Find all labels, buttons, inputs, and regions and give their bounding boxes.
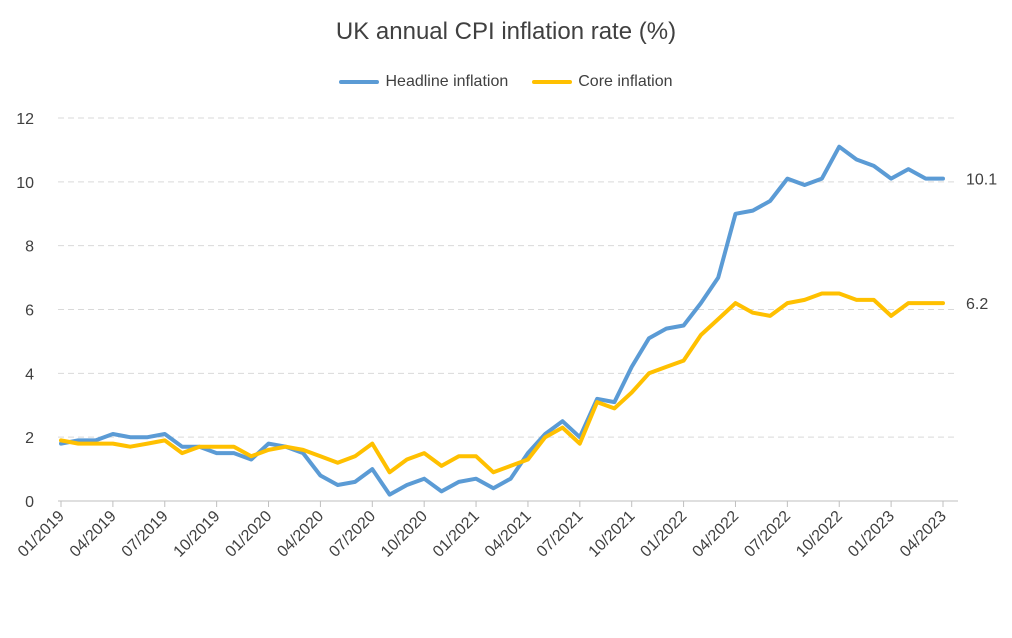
y-tick-label: 10 (16, 175, 34, 192)
x-tick-label: 04/2022 (689, 508, 742, 561)
x-tick-label: 10/2021 (586, 508, 639, 561)
y-axis-ticks: 0 2 4 6 8 10 12 (16, 111, 34, 511)
x-tick-label: 07/2019 (119, 508, 172, 561)
end-label-core: 6.2 (966, 296, 988, 313)
x-tick-label: 01/2021 (430, 508, 483, 561)
y-tick-label: 6 (25, 303, 34, 320)
x-tick-label: 07/2022 (741, 508, 794, 561)
x-tick-label: 10/2022 (793, 508, 846, 561)
series-line-headline (59, 144, 945, 497)
series-lines (59, 144, 945, 497)
x-tick-label: 10/2020 (378, 508, 431, 561)
y-tick-label: 2 (25, 430, 34, 447)
series-line-core (59, 291, 945, 475)
legend-label-headline: Headline inflation (385, 73, 509, 90)
y-tick-label: 8 (25, 239, 34, 256)
y-tick-label: 12 (16, 111, 34, 128)
gridlines (58, 117, 958, 438)
legend-swatch-headline (339, 80, 380, 84)
x-tick-label: 01/2020 (222, 508, 275, 561)
end-label-headline: 10.1 (966, 172, 997, 189)
end-labels: 10.1 6.2 (966, 172, 997, 313)
x-tick-label: 04/2021 (482, 508, 535, 561)
y-tick-label: 0 (25, 494, 34, 511)
x-tick-label: 01/2022 (637, 508, 690, 561)
axes (58, 500, 958, 507)
x-tick-label: 10/2019 (171, 508, 224, 561)
x-tick-label: 07/2021 (534, 508, 587, 561)
legend-item-headline: Headline inflation (339, 73, 508, 91)
legend-label-core: Core inflation (578, 73, 673, 90)
y-tick-label: 4 (25, 366, 34, 383)
legend-item-core: Core inflation (532, 73, 673, 91)
legend: Headline inflation Core inflation (0, 73, 1012, 91)
x-tick-label: 04/2019 (67, 508, 120, 561)
x-tick-label: 04/2020 (274, 508, 327, 561)
x-tick-label: 01/2023 (845, 508, 898, 561)
x-tick-label: 07/2020 (326, 508, 379, 561)
legend-swatch-core (532, 80, 573, 84)
x-axis-ticks: 01/201904/201907/201910/201901/202004/20… (15, 508, 950, 561)
x-tick-label: 04/2023 (897, 508, 950, 561)
x-tick-label: 01/2019 (15, 508, 68, 561)
chart-title: UK annual CPI inflation rate (%) (335, 18, 677, 45)
